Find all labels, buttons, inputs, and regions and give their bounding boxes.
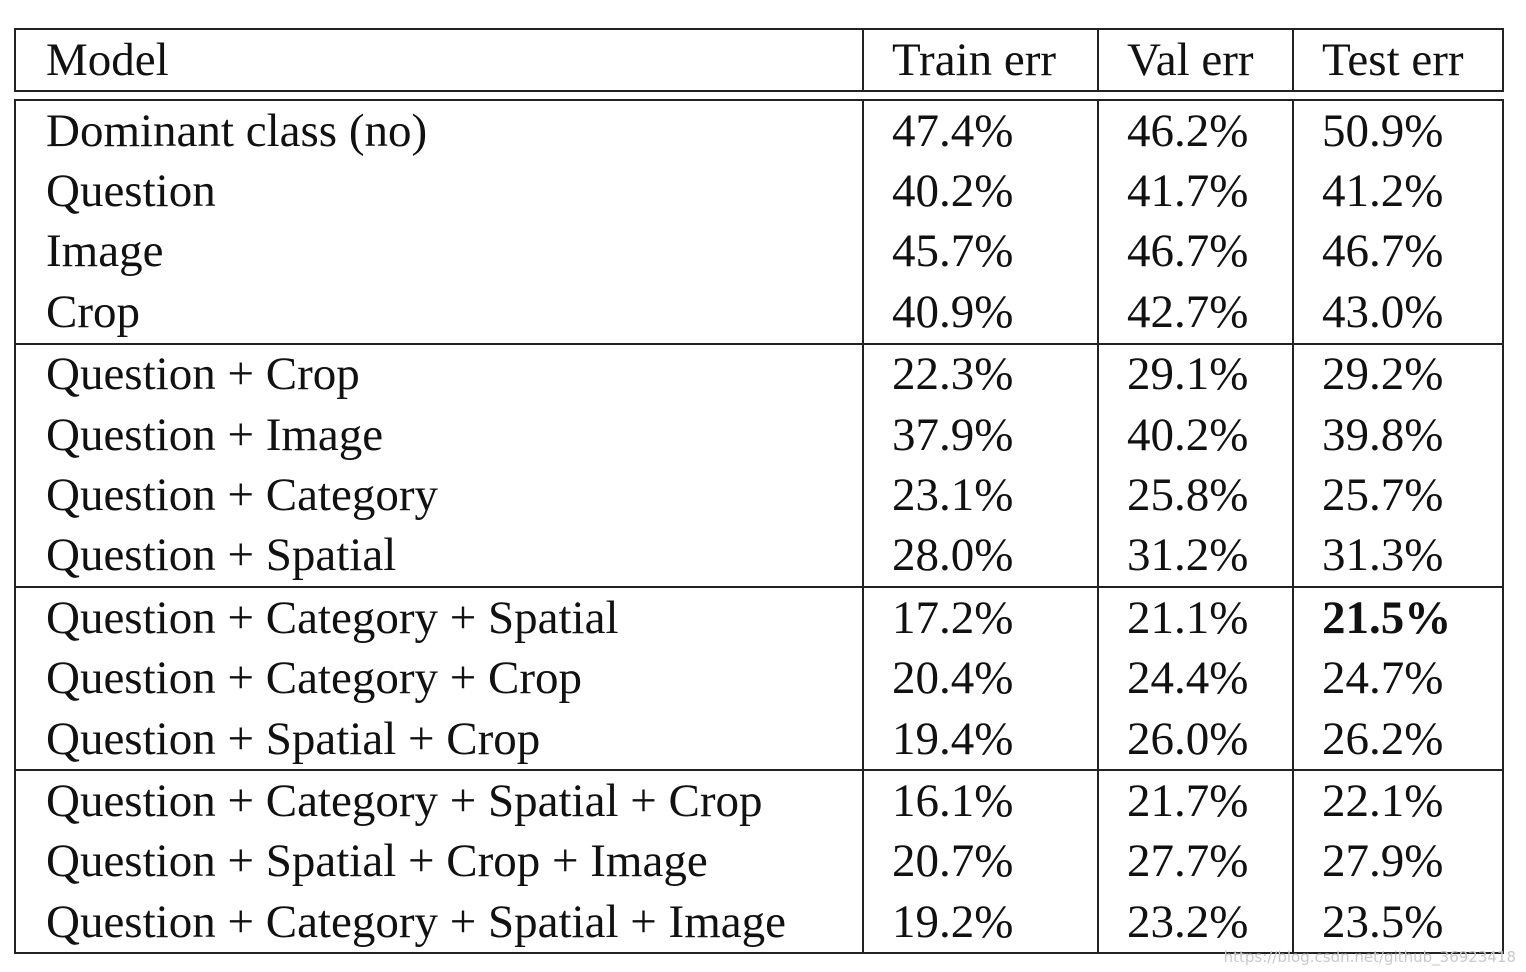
- table-row: Question + Spatial 28.0% 31.2% 31.3%: [16, 526, 1502, 586]
- column-divider: [1292, 344, 1294, 587]
- test-err-cell: 43.0%: [1322, 285, 1444, 338]
- train-err-cell: 40.2%: [892, 165, 1014, 218]
- val-err-cell: 41.7%: [1127, 165, 1249, 218]
- model-cell: Question + Spatial + Crop: [46, 712, 541, 765]
- test-err-cell: 50.9%: [1322, 104, 1444, 157]
- header-train-err: Train err: [892, 33, 1057, 86]
- column-divider: [1097, 101, 1099, 343]
- model-cell: Question + Crop: [46, 348, 360, 401]
- train-err-cell: 37.9%: [892, 408, 1014, 461]
- val-err-cell: 25.8%: [1127, 469, 1249, 522]
- model-cell: Question + Category + Spatial + Image: [46, 895, 786, 948]
- header-val-err: Val err: [1127, 33, 1254, 86]
- train-err-cell: 22.3%: [892, 348, 1014, 401]
- train-err-cell: 23.1%: [892, 469, 1014, 522]
- row-group: Question + Category + Spatial + Crop 16.1…: [14, 769, 1504, 955]
- val-err-cell: 29.1%: [1127, 348, 1249, 401]
- val-err-cell: 46.2%: [1127, 104, 1249, 157]
- model-cell: Dominant class (no): [46, 104, 428, 157]
- train-err-cell: 16.1%: [892, 774, 1014, 827]
- model-cell: Crop: [46, 285, 140, 338]
- val-err-cell: 21.7%: [1127, 774, 1249, 827]
- val-err-cell: 31.2%: [1127, 529, 1249, 582]
- table-row: Question + Category 23.1% 25.8% 25.7%: [16, 465, 1502, 525]
- table-row: Question + Image 37.9% 40.2% 39.8%: [16, 405, 1502, 465]
- column-divider: [862, 101, 864, 343]
- model-cell: Question + Spatial: [46, 529, 397, 582]
- watermark: https://blog.csdn.net/github_36923418: [1223, 948, 1516, 966]
- test-err-cell: 39.8%: [1322, 408, 1444, 461]
- val-err-cell: 23.2%: [1127, 895, 1249, 948]
- column-divider: [1097, 771, 1099, 953]
- val-err-cell: 24.4%: [1127, 652, 1249, 705]
- val-err-cell: 26.0%: [1127, 712, 1249, 765]
- column-divider: [1292, 30, 1294, 90]
- val-err-cell: 46.7%: [1127, 225, 1249, 278]
- row-group: Dominant class (no) 47.4% 46.2% 50.9% Questi…: [14, 99, 1504, 345]
- model-cell: Image: [46, 225, 164, 278]
- header-row: Model Train err Val err Test err: [16, 30, 1502, 90]
- table-row: Dominant class (no) 47.4% 46.2% 50.9%: [16, 101, 1502, 161]
- train-err-cell: 20.7%: [892, 835, 1014, 888]
- test-err-cell: 22.1%: [1322, 774, 1444, 827]
- train-err-cell: 20.4%: [892, 652, 1014, 705]
- table-row: Question + Category + Spatial + Crop 16.1…: [16, 771, 1502, 831]
- results-table: Model Train err Val err Test err Dominan…: [14, 28, 1504, 955]
- column-divider: [862, 771, 864, 953]
- table-row: Question + Category + Spatial + Image 19.…: [16, 892, 1502, 952]
- header-test-err: Test err: [1322, 33, 1464, 86]
- column-divider: [1292, 101, 1294, 343]
- test-err-cell: 25.7%: [1322, 469, 1444, 522]
- test-err-cell: 26.2%: [1322, 712, 1444, 765]
- train-err-cell: 28.0%: [892, 529, 1014, 582]
- table-row: Image 45.7% 46.7% 46.7%: [16, 222, 1502, 282]
- model-cell: Question + Spatial + Crop + Image: [46, 835, 708, 888]
- column-divider: [1292, 771, 1294, 953]
- model-cell: Question + Category: [46, 469, 438, 522]
- train-err-cell: 17.2%: [892, 591, 1014, 644]
- table-row: Question + Category + Crop 20.4% 24.4% 24.7…: [16, 649, 1502, 709]
- train-err-cell: 47.4%: [892, 104, 1014, 157]
- train-err-cell: 45.7%: [892, 225, 1014, 278]
- table-row: Question + Crop 22.3% 29.1% 29.2%: [16, 345, 1502, 405]
- table-row: Question + Category + Spatial 17.2% 21.1% 2…: [16, 588, 1502, 648]
- header-model: Model: [46, 33, 169, 86]
- row-group: Question + Category + Spatial 17.2% 21.1% 2…: [14, 586, 1504, 772]
- test-err-cell: 21.5%: [1322, 591, 1452, 644]
- test-err-cell: 29.2%: [1322, 348, 1444, 401]
- column-divider: [1292, 588, 1294, 770]
- table-body: Dominant class (no) 47.4% 46.2% 50.9% Questi…: [14, 99, 1504, 955]
- model-cell: Question: [46, 165, 216, 218]
- train-err-cell: 19.4%: [892, 712, 1014, 765]
- val-err-cell: 21.1%: [1127, 591, 1249, 644]
- row-group: Question + Crop 22.3% 29.1% 29.2% Question +…: [14, 342, 1504, 589]
- column-divider: [862, 30, 864, 90]
- val-err-cell: 27.7%: [1127, 835, 1249, 888]
- test-err-cell: 24.7%: [1322, 652, 1444, 705]
- test-err-cell: 41.2%: [1322, 165, 1444, 218]
- val-err-cell: 40.2%: [1127, 408, 1249, 461]
- table-row: Question 40.2% 41.7% 41.2%: [16, 161, 1502, 221]
- column-divider: [1097, 30, 1099, 90]
- test-err-cell: 46.7%: [1322, 225, 1444, 278]
- model-cell: Question + Image: [46, 408, 384, 461]
- test-err-cell: 31.3%: [1322, 529, 1444, 582]
- table-row: Question + Spatial + Crop 19.4% 26.0% 26.2%: [16, 709, 1502, 769]
- model-cell: Question + Category + Spatial: [46, 591, 619, 644]
- train-err-cell: 19.2%: [892, 895, 1014, 948]
- column-divider: [862, 344, 864, 587]
- table-row: Crop 40.9% 42.7% 43.0%: [16, 282, 1502, 342]
- column-divider: [1097, 344, 1099, 587]
- model-cell: Question + Category + Crop: [46, 652, 583, 705]
- column-divider: [862, 588, 864, 770]
- val-err-cell: 42.7%: [1127, 285, 1249, 338]
- model-cell: Question + Category + Spatial + Crop: [46, 774, 763, 827]
- test-err-cell: 27.9%: [1322, 835, 1444, 888]
- column-divider: [1097, 588, 1099, 770]
- table-row: Question + Spatial + Crop + Image 20.7% 27…: [16, 832, 1502, 892]
- table-header: Model Train err Val err Test err: [14, 28, 1504, 92]
- test-err-cell: 23.5%: [1322, 895, 1444, 948]
- train-err-cell: 40.9%: [892, 285, 1014, 338]
